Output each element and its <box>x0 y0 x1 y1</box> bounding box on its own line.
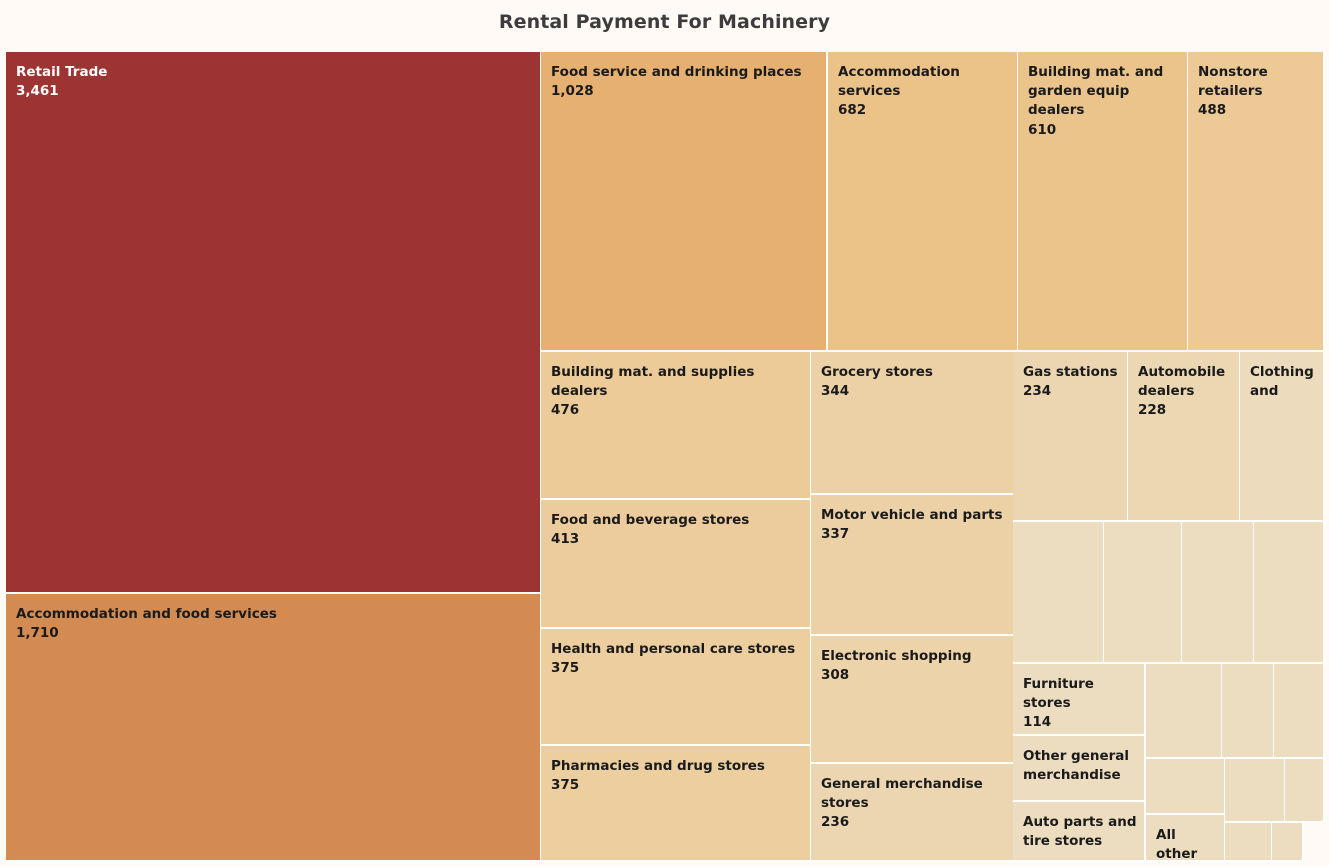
tile-name: Auto parts and tire stores <box>1023 814 1137 850</box>
tile-name: Furniture stores <box>1023 676 1094 712</box>
treemap-tile[interactable]: Auto parts and tire stores <box>1013 802 1146 862</box>
tile-label: Other general merchandise <box>1023 747 1138 785</box>
tile-label: Automobile dealers 228 <box>1138 363 1233 421</box>
treemap-tile[interactable]: Food service and drinking places 1,028 <box>541 52 828 352</box>
treemap-tile[interactable]: All other <box>1146 815 1226 862</box>
tile-label: Motor vehicle and parts 337 <box>821 506 1007 544</box>
tile-label: Grocery stores 344 <box>821 363 1007 401</box>
tile-name: Retail Trade <box>16 64 108 80</box>
tile-label: Electronic shopping 308 <box>821 647 1007 685</box>
tile-value: 1,028 <box>551 83 594 100</box>
tile-name: Building mat. and supplies dealers <box>551 364 755 400</box>
tile-name: Pharmacies and drug stores <box>551 758 765 774</box>
tile-name: Accommodation and food services <box>16 606 277 622</box>
tile-value: 236 <box>821 814 850 831</box>
tile-value: 375 <box>551 777 580 794</box>
tile-value: 114 <box>1023 714 1052 731</box>
treemap-tile[interactable]: Health and personal care stores 375 <box>541 629 812 746</box>
tile-label: All other <box>1156 826 1218 862</box>
tile-name: Motor vehicle and parts <box>821 507 1003 523</box>
tile-label: Furniture stores 114 <box>1023 675 1138 733</box>
tile-value: 337 <box>821 526 850 543</box>
treemap-tile[interactable]: Clothing and <box>1240 352 1325 522</box>
tile-label: Pharmacies and drug stores 375 <box>551 757 804 795</box>
treemap-tile[interactable]: Automobile dealers 228 <box>1128 352 1241 522</box>
tile-label: Food service and drinking places 1,028 <box>551 63 820 101</box>
tile-name: All other <box>1156 827 1198 862</box>
tile-value: 610 <box>1028 121 1057 138</box>
treemap-tile[interactable] <box>1222 664 1275 759</box>
treemap-tile[interactable] <box>1104 522 1183 664</box>
treemap-tile[interactable] <box>1146 759 1226 815</box>
treemap-tile[interactable]: Furniture stores 114 <box>1013 664 1146 736</box>
treemap-tile[interactable]: Accommodation and food services 1,710 <box>6 594 542 862</box>
tile-label: Food and beverage stores 413 <box>551 511 804 549</box>
tile-name: Electronic shopping <box>821 648 972 664</box>
tile-label: Health and personal care stores 375 <box>551 640 804 678</box>
tile-name: Nonstore retailers <box>1198 64 1268 100</box>
tile-label: Nonstore retailers 488 <box>1198 63 1317 121</box>
treemap-tile[interactable] <box>1225 823 1273 862</box>
tile-value: 3,461 <box>16 83 59 100</box>
tile-name: Food and beverage stores <box>551 512 750 528</box>
treemap-tile[interactable]: Electronic shopping 308 <box>811 636 1015 764</box>
treemap-tile[interactable]: Accommodation services 682 <box>828 52 1019 352</box>
tile-value: 375 <box>551 660 580 677</box>
tile-name: Accommodation services <box>838 64 960 100</box>
treemap-tile[interactable]: Pharmacies and drug stores 375 <box>541 746 812 862</box>
tile-name: Health and personal care stores <box>551 641 796 657</box>
treemap-tile[interactable] <box>1013 522 1105 664</box>
treemap-tile[interactable] <box>1274 664 1325 759</box>
treemap-tile[interactable]: General merchandise stores 236 <box>811 764 1015 862</box>
chart-title: Rental Payment For Machinery <box>498 11 831 33</box>
tile-label: Building mat. and supplies dealers 476 <box>551 363 804 421</box>
tile-label: General merchandise stores 236 <box>821 775 1007 833</box>
treemap-tile[interactable]: Retail Trade 3,461 <box>6 52 542 594</box>
tile-label: Clothing and <box>1250 363 1317 401</box>
treemap-tile[interactable] <box>1182 522 1255 664</box>
treemap-tile[interactable] <box>1254 522 1325 664</box>
tile-value: 1,710 <box>16 625 59 642</box>
tile-name: Gas stations <box>1023 364 1118 380</box>
treemap-tile[interactable]: Grocery stores 344 <box>811 352 1015 495</box>
tile-value: 682 <box>838 102 867 119</box>
tile-name: General merchandise stores <box>821 776 983 812</box>
tile-value: 413 <box>551 531 580 548</box>
treemap-tile[interactable]: Building mat. and supplies dealers 476 <box>541 352 812 500</box>
treemap-tile[interactable]: Motor vehicle and parts 337 <box>811 495 1015 636</box>
tile-label: Building mat. and garden equip dealers 61… <box>1028 63 1181 140</box>
tile-name: Building mat. and garden equip dealers <box>1028 64 1164 119</box>
tile-label: Accommodation services 682 <box>838 63 1011 121</box>
treemap-tile[interactable]: Nonstore retailers 488 <box>1188 52 1325 352</box>
treemap-tile[interactable]: Gas stations 234 <box>1013 352 1129 522</box>
tile-value: 344 <box>821 383 850 400</box>
treemap-tile[interactable] <box>1225 759 1286 823</box>
treemap-tile[interactable] <box>1285 759 1325 823</box>
treemap-tile[interactable] <box>1146 664 1223 759</box>
treemap-tile[interactable] <box>1272 823 1304 862</box>
tile-value: 308 <box>821 667 850 684</box>
tile-value: 476 <box>551 402 580 419</box>
tile-name: Grocery stores <box>821 364 933 380</box>
treemap-tile[interactable]: Building mat. and garden equip dealers 61… <box>1018 52 1189 352</box>
tile-name: Clothing and <box>1250 364 1314 400</box>
tile-name: Automobile dealers <box>1138 364 1226 400</box>
tile-label: Gas stations 234 <box>1023 363 1121 401</box>
tile-name: Food service and drinking places <box>551 64 802 80</box>
tile-value: 488 <box>1198 102 1227 119</box>
treemap-tile[interactable]: Food and beverage stores 413 <box>541 500 812 629</box>
tile-label: Auto parts and tire stores <box>1023 813 1138 851</box>
tile-value: 228 <box>1138 402 1167 419</box>
tile-name: Other general merchandise <box>1023 748 1130 784</box>
tile-label: Retail Trade 3,461 <box>16 63 534 101</box>
tile-value: 234 <box>1023 383 1052 400</box>
tile-label: Accommodation and food services 1,710 <box>16 605 534 643</box>
treemap-tile[interactable]: Other general merchandise <box>1013 736 1146 802</box>
